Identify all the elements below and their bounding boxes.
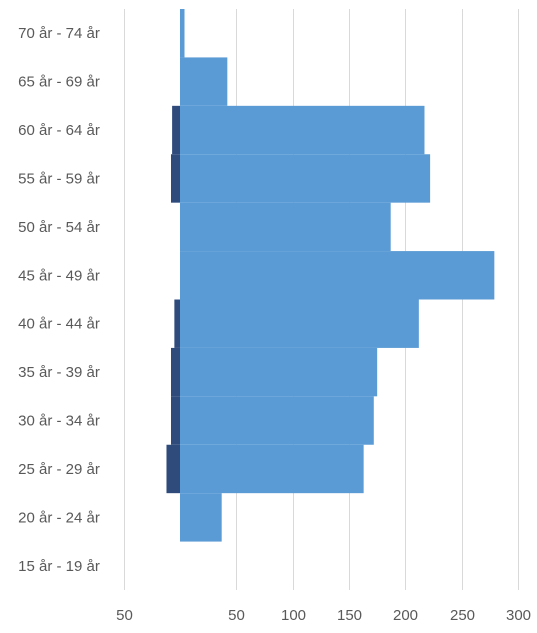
bar-right-series [180, 9, 185, 58]
bar-left-series [172, 105, 180, 155]
x-tick-label: 300 [506, 607, 531, 624]
x-tick-label: 50 [116, 607, 133, 624]
category-label: 25 år - 29 år [18, 461, 100, 478]
category-label: 65 år - 69 år [18, 74, 100, 91]
category-label: 15 år - 19 år [18, 558, 100, 575]
bar-left-series [166, 444, 180, 494]
bar-right-series [180, 154, 431, 203]
bar-right-series [180, 493, 222, 542]
category-label: 20 år - 24 år [18, 509, 100, 526]
category-label: 50 år - 54 år [18, 219, 100, 236]
bar-right-series [180, 347, 378, 397]
bar-right-series [180, 105, 425, 155]
bar-right-series [180, 299, 419, 348]
x-tick-label: 200 [393, 607, 418, 624]
bar-right-series [180, 396, 374, 445]
x-tick-labels: 50 50 100 150 200 250 300 [116, 607, 531, 624]
x-tick-label: 50 [228, 607, 245, 624]
category-label: 40 år - 44 år [18, 316, 100, 333]
category-label: 35 år - 39 år [18, 364, 100, 381]
bar-left-series [170, 154, 180, 203]
bars [166, 9, 495, 542]
bar-left-series [174, 299, 180, 348]
bar-right-series [180, 202, 391, 252]
category-label: 45 år - 49 år [18, 267, 100, 284]
x-tick-label: 250 [450, 607, 475, 624]
bar-right-series [180, 444, 364, 494]
category-label: 60 år - 64 år [18, 122, 100, 139]
bar-left-series [170, 396, 180, 445]
x-tick-label: 100 [281, 607, 306, 624]
bar-right-series [180, 57, 228, 106]
category-label: 30 år - 34 år [18, 413, 100, 430]
category-label: 70 år - 74 år [18, 25, 100, 42]
bar-left-series [170, 347, 180, 397]
bar-right-series [180, 251, 495, 300]
x-tick-label: 150 [337, 607, 362, 624]
category-label: 55 år - 59 år [18, 170, 100, 187]
category-labels: 70 år - 74 år 65 år - 69 år 60 år - 64 år 5… [18, 25, 100, 575]
